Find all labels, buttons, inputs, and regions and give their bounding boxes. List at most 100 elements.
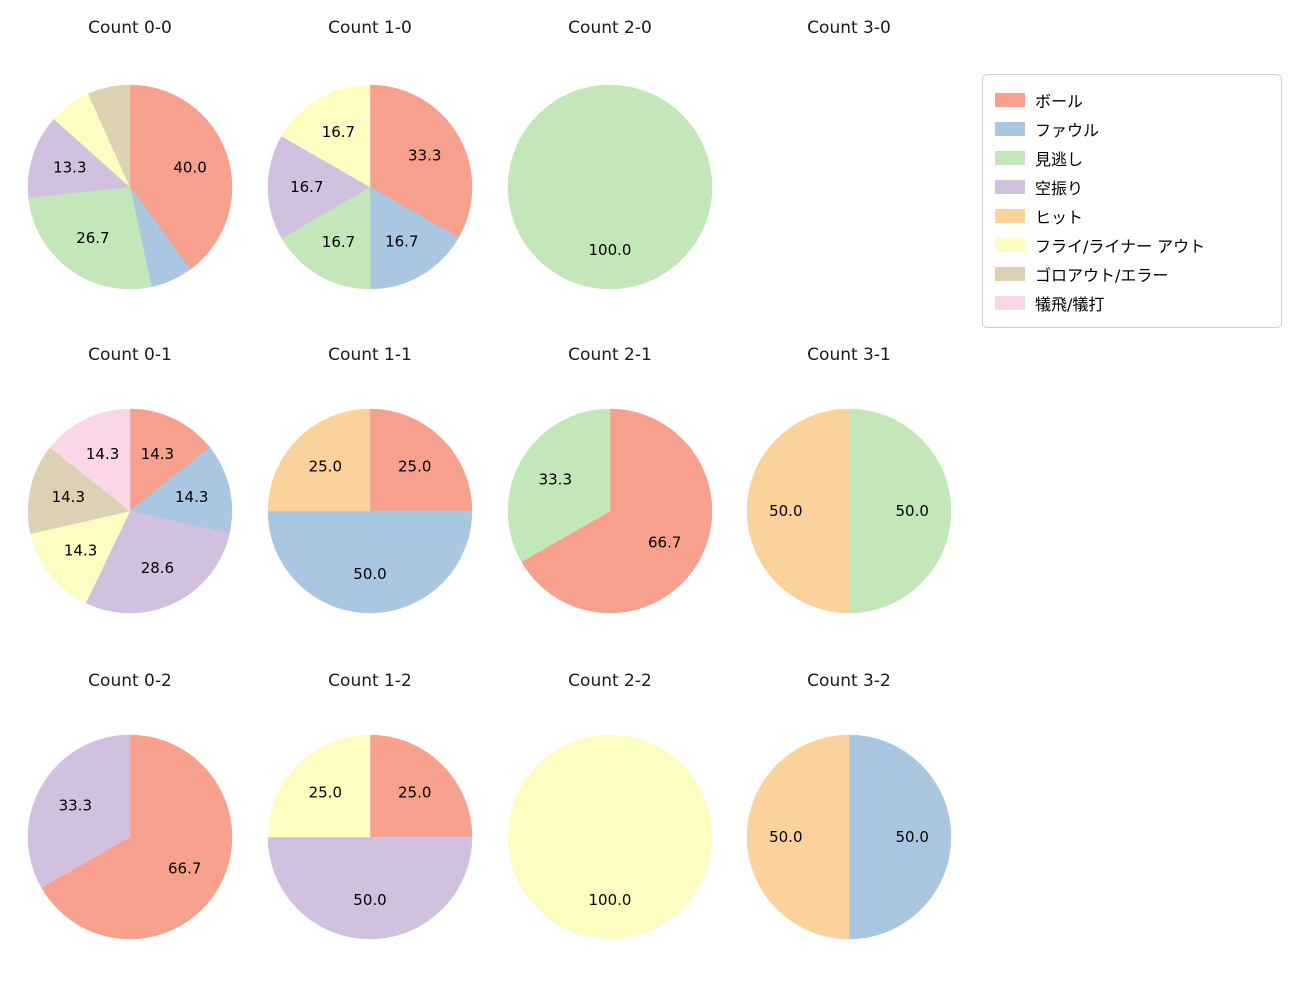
legend-item-hit: ヒット <box>995 201 1269 230</box>
pie-slice <box>746 734 850 940</box>
legend-swatch-ball <box>995 92 1025 107</box>
pie-slice <box>369 408 473 512</box>
slice-percentage-label: 33.3 <box>539 470 572 488</box>
pie-slice <box>88 84 131 188</box>
pie-slice <box>267 734 371 838</box>
chart-title: Count 0-0 <box>88 18 172 38</box>
slice-percentage-label: 14.3 <box>64 541 97 559</box>
pie-chart-count-1-0: 33.3 16.7 16.7 16.7 16.7 <box>267 84 473 290</box>
legend-label: ヒット <box>1035 207 1084 227</box>
pie-slice <box>267 135 371 239</box>
legend-label: 空振り <box>1035 178 1084 198</box>
pie-chart-count-0-1: 14.3 14.3 28.6 14.3 14.3 14.3 <box>27 408 233 614</box>
chart-title: Count 2-2 <box>568 671 652 691</box>
chart-title: Count 3-0 <box>807 18 891 38</box>
slice-percentage-label: 14.3 <box>52 488 85 506</box>
pie-slice <box>41 734 233 940</box>
legend-swatch-groundout-error <box>995 266 1025 281</box>
pie-chart-count-3-2: 50.0 50.0 <box>746 734 952 940</box>
legend-item-ball: ボール <box>995 85 1269 114</box>
pie-slice <box>848 408 952 614</box>
pie-slice <box>369 186 459 290</box>
legend-swatch-hit <box>995 208 1025 223</box>
pie-slice <box>30 510 131 604</box>
pie-slice <box>746 408 850 614</box>
pie-chart-count-2-0: 100.0 <box>507 84 713 290</box>
chart-title: Count 0-1 <box>88 345 172 365</box>
pie-slice <box>369 84 473 238</box>
legend-swatch-called-strike <box>995 150 1025 165</box>
legend-swatch-swinging-strike <box>995 179 1025 194</box>
slice-percentage-label: 40.0 <box>173 158 206 176</box>
pie-slice <box>267 408 371 512</box>
legend-label: 見逃し <box>1035 149 1084 169</box>
legend: ボール ファウル 見逃し 空振り ヒット フライ/ライナー アウト ゴロアウト/… <box>982 74 1282 328</box>
slice-percentage-label: 50.0 <box>353 891 386 909</box>
slice-percentage-label: 33.3 <box>59 796 92 814</box>
pie-slice <box>369 734 473 838</box>
pie-chart-count-1-1: 25.0 50.0 25.0 <box>267 408 473 614</box>
pie-slice <box>27 734 131 889</box>
slice-percentage-label: 25.0 <box>309 457 342 475</box>
slice-percentage-label: 50.0 <box>895 502 928 520</box>
slice-percentage-label: 16.7 <box>322 233 355 251</box>
pie-slice <box>27 447 131 534</box>
pie-slice <box>129 447 233 534</box>
slice-percentage-label: 13.3 <box>53 159 86 177</box>
pie-slice <box>267 836 473 940</box>
pie-chart-count-2-1: 66.7 33.3 <box>507 408 713 614</box>
slice-percentage-label: 14.3 <box>175 488 208 506</box>
chart-title: Count 1-1 <box>328 345 412 365</box>
slice-percentage-label: 16.7 <box>322 123 355 141</box>
slice-percentage-label: 14.3 <box>86 445 119 463</box>
pie-slice <box>85 510 230 614</box>
pie-chart-count-0-0: 40.0 26.7 13.3 <box>27 84 233 290</box>
slice-percentage-label: 100.0 <box>589 241 632 259</box>
slice-percentage-label: 50.0 <box>895 828 928 846</box>
pie-slice <box>27 118 131 198</box>
legend-label: 犠飛/犠打 <box>1035 294 1105 314</box>
legend-label: ファウル <box>1035 120 1100 140</box>
pie-chart-count-2-2: 100.0 <box>507 734 713 940</box>
slice-percentage-label: 50.0 <box>769 828 802 846</box>
slice-percentage-label: 16.7 <box>290 178 323 196</box>
pie-slice <box>521 408 713 614</box>
legend-item-swinging-strike: 空振り <box>995 172 1269 201</box>
pie-slice <box>281 84 371 188</box>
slice-percentage-label: 14.3 <box>141 445 174 463</box>
slice-percentage-label: 66.7 <box>648 534 681 552</box>
pie-slice <box>507 84 713 290</box>
legend-item-called-strike: 見逃し <box>995 143 1269 172</box>
legend-swatch-sacrifice <box>995 295 1025 310</box>
legend-item-sacrifice: 犠飛/犠打 <box>995 288 1269 317</box>
pie-slice <box>267 510 473 614</box>
legend-item-foul: ファウル <box>995 114 1269 143</box>
slice-percentage-label: 25.0 <box>398 783 431 801</box>
pie-slice <box>281 186 371 290</box>
slice-percentage-label: 28.6 <box>141 559 174 577</box>
slice-percentage-label: 16.7 <box>385 233 418 251</box>
chart-title: Count 0-2 <box>88 671 172 691</box>
chart-title: Count 3-1 <box>807 345 891 365</box>
pie-slice <box>507 408 611 563</box>
pie-chart-count-0-2: 66.7 33.3 <box>27 734 233 940</box>
slice-percentage-label: 50.0 <box>353 565 386 583</box>
pie-chart-count-1-2: 25.0 50.0 25.0 <box>267 734 473 940</box>
pie-chart-count-3-1: 50.0 50.0 <box>746 408 952 614</box>
legend-item-fly-liner-out: フライ/ライナー アウト <box>995 230 1269 259</box>
slice-percentage-label: 100.0 <box>589 891 632 909</box>
legend-label: フライ/ライナー アウト <box>1035 236 1206 256</box>
legend-label: ボール <box>1035 91 1084 111</box>
slice-percentage-label: 25.0 <box>309 783 342 801</box>
chart-title: Count 1-2 <box>328 671 412 691</box>
slice-percentage-label: 50.0 <box>769 502 802 520</box>
slice-percentage-label: 33.3 <box>408 146 441 164</box>
pie-slice <box>848 734 952 940</box>
chart-title: Count 2-1 <box>568 345 652 365</box>
slice-percentage-label: 66.7 <box>168 860 201 878</box>
pie-slice <box>507 734 713 940</box>
pie-slice <box>129 408 211 512</box>
legend-swatch-foul <box>995 121 1025 136</box>
chart-title: Count 2-0 <box>568 18 652 38</box>
